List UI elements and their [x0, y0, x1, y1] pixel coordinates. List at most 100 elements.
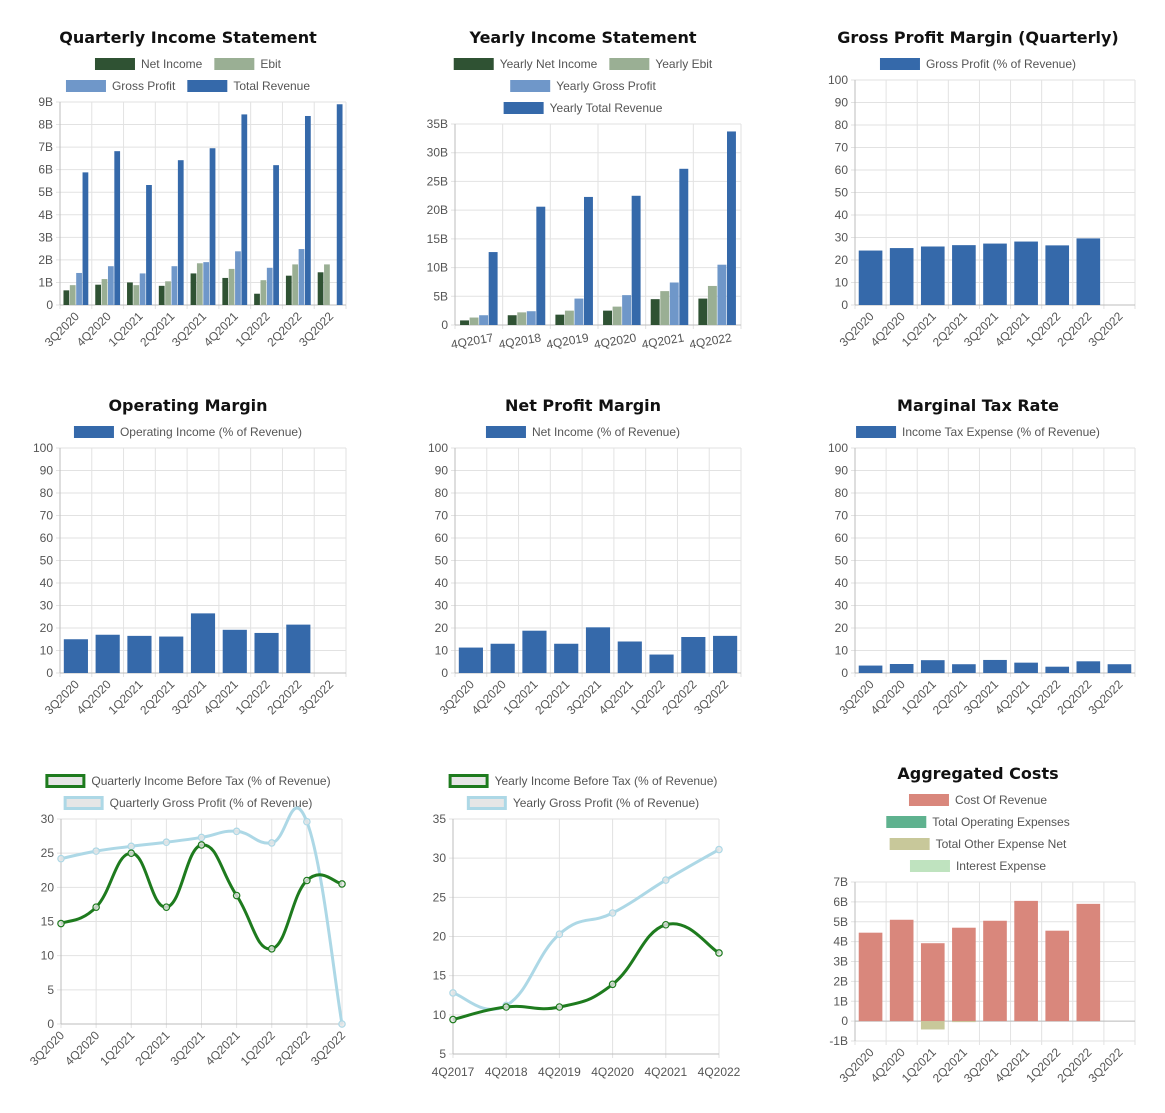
quarterly-ibt-point-0-7[interactable] — [303, 876, 311, 885]
quarterly-income-bar-2-5[interactable] — [235, 251, 241, 305]
quarterly-income-bar-2-1[interactable] — [107, 266, 114, 305]
yearly-income-bar-1-4[interactable] — [660, 291, 670, 325]
quarterly-ibt-point-1-3[interactable] — [162, 838, 171, 847]
yearly-income-bar-0-3[interactable] — [603, 310, 612, 325]
net-margin-bar-0-7[interactable] — [681, 637, 706, 673]
quarterly-income-bar-2-2[interactable] — [139, 273, 146, 305]
tax-rate-legend-item-0[interactable]: Income Tax Expense (% of Revenue) — [856, 425, 1100, 439]
yearly-income-bar-2-2[interactable] — [574, 298, 584, 325]
quarterly-ibt-point-1-8[interactable] — [338, 1020, 346, 1028]
aggregated-costs-legend-item-2[interactable]: Total Other Expense Net — [889, 837, 1067, 851]
quarterly-income-bar-1-3[interactable] — [165, 281, 171, 305]
yearly-ibt-point-1-5[interactable] — [715, 845, 723, 854]
quarterly-income-bar-0-5[interactable] — [222, 277, 229, 305]
quarterly-income-bar-0-3[interactable] — [158, 285, 165, 305]
yearly-ibt-legend-item-1[interactable]: Yearly Gross Profit (% of Revenue) — [466, 796, 699, 810]
net-margin-bar-0-2[interactable] — [522, 630, 547, 673]
quarterly-income-legend-item-3[interactable]: Total Revenue — [187, 79, 310, 93]
tax-rate-bar-0-5[interactable] — [1014, 662, 1038, 673]
tax-rate-bar-0-7[interactable] — [1076, 661, 1101, 673]
yearly-income-legend-item-2[interactable]: Yearly Gross Profit — [510, 79, 656, 93]
aggregated-costs-bar-0-2[interactable] — [920, 943, 945, 1022]
yearly-income-bar-3-1[interactable] — [536, 206, 546, 325]
yearly-income-bar-3-4[interactable] — [679, 168, 689, 325]
aggregated-costs-bar-0-6[interactable] — [1045, 930, 1070, 1022]
yearly-income-bar-0-1[interactable] — [507, 315, 517, 325]
operating-margin-bar-0-5[interactable] — [222, 629, 247, 673]
aggregated-costs-bar-2-2[interactable] — [920, 1021, 945, 1030]
yearly-income-bar-0-2[interactable] — [555, 314, 565, 325]
quarterly-ibt-point-1-5[interactable] — [232, 827, 241, 836]
tax-rate-bar-0-3[interactable] — [952, 664, 976, 673]
net-margin-bar-0-4[interactable] — [585, 627, 611, 673]
gross-margin-bar-0-1[interactable] — [889, 248, 914, 305]
yearly-ibt-point-1-4[interactable] — [661, 876, 670, 884]
quarterly-ibt-point-1-2[interactable] — [127, 842, 136, 851]
yearly-income-legend-item-1[interactable]: Yearly Ebit — [609, 57, 713, 71]
quarterly-ibt-point-1-4[interactable] — [197, 833, 206, 842]
gross-margin-bar-0-3[interactable] — [952, 245, 976, 305]
operating-margin-bar-0-6[interactable] — [254, 632, 279, 673]
quarterly-income-bar-1-2[interactable] — [133, 285, 140, 305]
quarterly-income-bar-1-1[interactable] — [101, 279, 108, 305]
quarterly-income-bar-0-7[interactable] — [285, 275, 292, 305]
quarterly-ibt-point-0-3[interactable] — [162, 903, 171, 911]
quarterly-ibt-point-0-8[interactable] — [338, 880, 346, 888]
quarterly-income-bar-0-4[interactable] — [190, 273, 197, 305]
aggregated-costs-bar-0-7[interactable] — [1076, 903, 1101, 1022]
quarterly-income-bar-3-7[interactable] — [304, 115, 311, 306]
quarterly-income-legend-item-2[interactable]: Gross Profit — [65, 79, 176, 93]
quarterly-income-bar-0-6[interactable] — [254, 293, 260, 305]
operating-margin-bar-0-0[interactable] — [63, 639, 88, 673]
operating-margin-bar-0-2[interactable] — [127, 635, 152, 673]
yearly-ibt-point-0-3[interactable] — [608, 980, 617, 989]
yearly-ibt-legend-item-0[interactable]: Yearly Income Before Tax (% of Revenue) — [448, 774, 717, 788]
yearly-income-bar-0-0[interactable] — [460, 320, 469, 325]
quarterly-income-bar-1-7[interactable] — [292, 264, 299, 305]
aggregated-costs-bar-2-3[interactable] — [952, 1021, 976, 1023]
yearly-income-bar-3-0[interactable] — [488, 252, 498, 325]
tax-rate-bar-0-1[interactable] — [889, 664, 914, 673]
yearly-ibt-point-0-1[interactable] — [502, 1003, 511, 1011]
operating-margin-bar-0-7[interactable] — [286, 624, 311, 673]
aggregated-costs-bar-0-3[interactable] — [952, 927, 976, 1022]
quarterly-income-bar-2-0[interactable] — [76, 272, 82, 305]
yearly-income-bar-3-3[interactable] — [631, 195, 641, 325]
yearly-ibt-point-1-2[interactable] — [555, 930, 564, 938]
quarterly-income-bar-3-2[interactable] — [146, 185, 152, 305]
net-margin-bar-0-6[interactable] — [649, 654, 674, 673]
yearly-income-legend-item-3[interactable]: Yearly Total Revenue — [503, 101, 663, 115]
aggregated-costs-bar-0-4[interactable] — [983, 920, 1007, 1022]
yearly-ibt-point-1-0[interactable] — [449, 989, 457, 997]
tax-rate-bar-0-0[interactable] — [858, 665, 883, 673]
operating-margin-legend-item-0[interactable]: Operating Income (% of Revenue) — [73, 425, 302, 439]
quarterly-income-bar-0-8[interactable] — [317, 272, 324, 305]
quarterly-income-bar-3-1[interactable] — [114, 151, 121, 305]
yearly-income-bar-2-5[interactable] — [717, 264, 727, 325]
aggregated-costs-bar-0-0[interactable] — [858, 932, 883, 1022]
aggregated-costs-legend-item-3[interactable]: Interest Expense — [909, 859, 1046, 873]
gross-margin-bar-0-7[interactable] — [1076, 238, 1101, 305]
quarterly-income-bar-2-4[interactable] — [203, 262, 210, 305]
yearly-income-legend-item-0[interactable]: Yearly Net Income — [453, 57, 598, 71]
quarterly-income-bar-3-0[interactable] — [82, 172, 89, 305]
quarterly-income-bar-1-4[interactable] — [196, 263, 203, 305]
aggregated-costs-legend-item-1[interactable]: Total Operating Expenses — [886, 815, 1070, 829]
quarterly-income-bar-3-5[interactable] — [241, 114, 248, 306]
quarterly-income-bar-1-8[interactable] — [324, 264, 330, 305]
quarterly-ibt-point-0-1[interactable] — [92, 903, 100, 911]
yearly-ibt-point-0-0[interactable] — [449, 1015, 457, 1024]
net-margin-legend-item-0[interactable]: Net Income (% of Revenue) — [485, 425, 680, 439]
operating-margin-bar-0-3[interactable] — [159, 636, 184, 673]
yearly-income-bar-1-0[interactable] — [469, 317, 479, 325]
quarterly-income-bar-2-3[interactable] — [171, 266, 178, 305]
net-margin-bar-0-8[interactable] — [713, 635, 738, 673]
quarterly-income-bar-3-8[interactable] — [336, 104, 343, 305]
yearly-income-bar-3-2[interactable] — [584, 196, 593, 325]
yearly-income-bar-1-3[interactable] — [612, 306, 622, 325]
yearly-income-bar-1-5[interactable] — [707, 285, 717, 325]
net-margin-bar-0-0[interactable] — [458, 647, 483, 673]
quarterly-income-legend-item-1[interactable]: Ebit — [214, 57, 282, 71]
quarterly-income-bar-1-5[interactable] — [228, 268, 235, 305]
net-margin-bar-0-5[interactable] — [617, 641, 642, 674]
